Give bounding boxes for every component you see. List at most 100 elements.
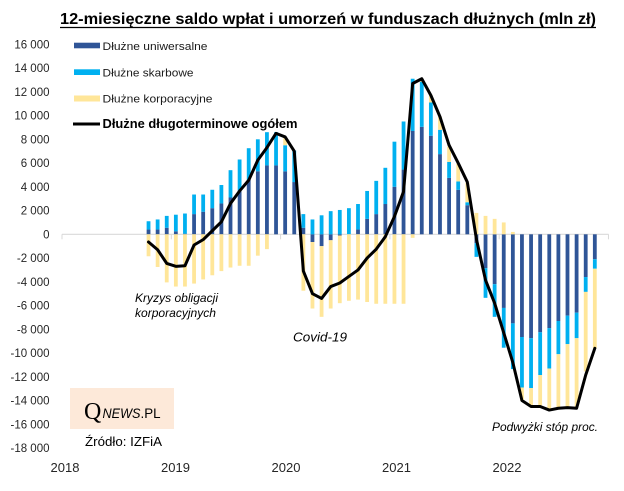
bar-corporate: [383, 234, 388, 304]
bar-treasury: [510, 323, 515, 370]
bar-treasury: [301, 214, 306, 228]
bar-treasury: [465, 202, 470, 206]
y-tick-label: -4 000: [17, 277, 50, 289]
bar-corporate: [501, 222, 506, 235]
bar-universal: [201, 211, 206, 235]
bar-universal: [337, 234, 342, 236]
bar-universal: [428, 135, 433, 235]
bar-universal: [438, 154, 442, 235]
bar-corporate: [520, 387, 524, 401]
bar-corporate: [392, 234, 397, 304]
bar-universal: [155, 229, 160, 235]
bar-universal: [419, 126, 424, 235]
bar-corporate: [237, 234, 242, 266]
legend-label-total: Dłużne długoterminowe ogółem: [103, 117, 298, 131]
bar-corporate: [374, 234, 379, 304]
bar-treasury: [183, 213, 187, 234]
bar-corporate: [365, 234, 370, 302]
bar-universal: [538, 234, 543, 333]
bar-corporate: [438, 116, 442, 130]
bar-corporate: [228, 234, 233, 268]
bar-treasury: [228, 170, 233, 198]
bar-universal: [492, 234, 497, 285]
bar-universal: [565, 234, 570, 316]
bar-corporate: [146, 234, 151, 257]
bar-treasury: [155, 219, 160, 230]
y-tick-label: -18 000: [10, 443, 49, 455]
y-axis-labels: 16 000 14 000 12 000 10 000 8 000 6 000 4 000 2…: [10, 39, 49, 455]
bar-treasury: [310, 219, 315, 235]
bar-corporate: [164, 234, 169, 283]
bar-universal: [392, 186, 397, 235]
bar-corporate: [328, 240, 333, 309]
line-series: [147, 77, 597, 412]
legend-item-corporate: Dłużne korporacyjne: [74, 94, 213, 106]
bar-corporate: [456, 163, 461, 182]
bar-corporate: [474, 212, 479, 235]
legend-label-treasury: Dłużne skarbowe: [103, 68, 194, 80]
x-tick-label: 2022: [493, 460, 522, 475]
bar-universal: [283, 171, 288, 235]
bar-treasury: [201, 194, 206, 212]
bar-universal: [301, 227, 306, 235]
bar-corporate: [529, 388, 533, 407]
bar-universal: [374, 214, 379, 235]
bar-universal: [292, 182, 297, 235]
y-tick-label: 14 000: [14, 63, 49, 75]
bar-universal: [274, 165, 278, 235]
bar-universal: [255, 171, 260, 235]
annotation-rate-hikes: Podwyżki stóp proc.: [492, 422, 598, 434]
bar-corporate: [319, 246, 324, 317]
bar-treasury: [383, 167, 388, 205]
logo-news: NEWS: [103, 405, 142, 421]
bar-treasury: [428, 102, 433, 136]
bar-treasury: [583, 277, 588, 292]
y-tick-label: 8 000: [21, 134, 50, 146]
y-tick-label: 16 000: [14, 39, 49, 51]
bar-universal: [356, 229, 360, 235]
logo: Q NEWS .PL: [70, 388, 174, 429]
bar-universal: [501, 234, 506, 308]
bar-treasury: [538, 332, 543, 376]
bar-universal: [547, 234, 552, 329]
annotation-bond-crisis-line2: korporacyjnych: [135, 306, 216, 320]
y-tick-label: 6 000: [21, 158, 50, 170]
bar-corporate: [255, 234, 260, 256]
bar-treasury: [547, 328, 552, 369]
bar-corporate: [447, 146, 451, 162]
y-tick-label: -6 000: [17, 301, 50, 313]
bar-universal: [146, 229, 151, 235]
bar-treasury: [365, 190, 370, 219]
bar-treasury: [565, 315, 570, 345]
bar-treasury: [419, 81, 424, 127]
bar-corporate: [310, 242, 315, 309]
bar-corporate: [337, 235, 342, 304]
bar-universal: [183, 233, 187, 235]
bar-universal: [265, 165, 269, 235]
legend-item-universal: Dłużne uniwersalne: [74, 41, 208, 53]
bar-universal: [173, 231, 178, 235]
x-tick-label: 2018: [51, 460, 80, 475]
bar-universal: [592, 234, 597, 260]
bar-universal: [328, 234, 333, 241]
bar-universal: [365, 218, 370, 235]
x-tick-label: 2020: [272, 460, 301, 475]
bar-universal: [456, 189, 461, 235]
y-tick-label: -16 000: [10, 419, 49, 431]
bar-treasury: [219, 185, 224, 204]
bar-universal: [192, 214, 196, 235]
bar-universal: [510, 234, 515, 324]
annotation-bond-crisis-line1: Kryzys obligacji: [135, 291, 218, 305]
y-tick-label: 2 000: [21, 206, 50, 218]
bar-universal: [310, 234, 315, 243]
bar-treasury: [529, 338, 533, 389]
bar-universal: [237, 190, 242, 235]
bar-universal: [164, 227, 169, 235]
bar-treasury: [237, 159, 242, 191]
bar-corporate: [401, 234, 406, 304]
bars: [146, 78, 597, 411]
bar-universal: [319, 234, 324, 247]
logo-background: [70, 388, 174, 429]
bar-corporate: [283, 138, 288, 146]
bar-treasury: [447, 161, 451, 178]
